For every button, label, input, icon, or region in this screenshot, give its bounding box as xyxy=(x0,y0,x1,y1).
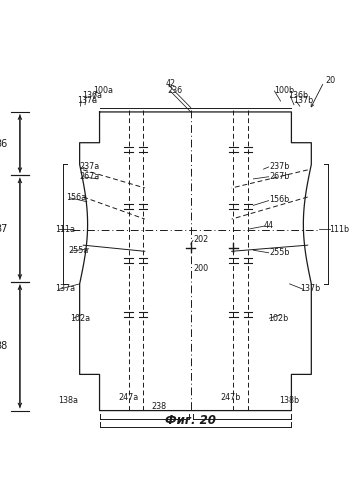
Text: 267a: 267a xyxy=(79,172,99,181)
Text: 202: 202 xyxy=(193,235,208,244)
Text: 36: 36 xyxy=(0,139,7,149)
Text: 136a: 136a xyxy=(83,91,102,100)
Text: 237a: 237a xyxy=(79,162,99,171)
Text: 137b: 137b xyxy=(293,96,313,105)
Text: 156b: 156b xyxy=(269,196,290,205)
Text: Фиг. 20: Фиг. 20 xyxy=(165,414,216,427)
Text: 100a: 100a xyxy=(93,86,113,95)
Text: 111b: 111b xyxy=(329,225,350,234)
Text: 138a: 138a xyxy=(58,396,78,405)
Text: 111a: 111a xyxy=(55,225,75,234)
Text: 44: 44 xyxy=(264,221,274,230)
Text: 37: 37 xyxy=(0,224,7,234)
Text: 42: 42 xyxy=(166,79,176,88)
Text: 237b: 237b xyxy=(269,162,290,171)
Text: 100b: 100b xyxy=(274,86,294,95)
Text: 247a: 247a xyxy=(118,393,139,402)
Text: 236: 236 xyxy=(167,86,182,95)
Text: 137a: 137a xyxy=(55,284,75,293)
Text: 137b: 137b xyxy=(300,284,321,293)
Text: 136b: 136b xyxy=(288,91,308,100)
Text: 238: 238 xyxy=(151,403,166,412)
Text: 200: 200 xyxy=(193,264,208,273)
Text: 255a: 255a xyxy=(68,246,88,254)
Text: 267b: 267b xyxy=(269,172,290,181)
Text: 20: 20 xyxy=(326,75,336,85)
Text: 138b: 138b xyxy=(279,396,299,405)
Text: 137a: 137a xyxy=(77,96,98,105)
Text: 247b: 247b xyxy=(220,393,240,402)
Text: 102b: 102b xyxy=(269,314,289,323)
Text: 102a: 102a xyxy=(70,314,90,323)
Text: 38: 38 xyxy=(0,341,7,351)
Text: 255b: 255b xyxy=(269,248,290,256)
Text: 156a: 156a xyxy=(66,193,87,202)
